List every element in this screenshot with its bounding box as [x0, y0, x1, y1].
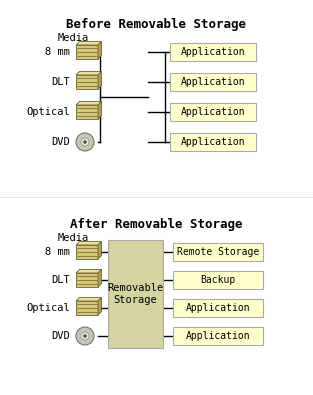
Circle shape: [84, 141, 86, 143]
Bar: [173, 299, 263, 317]
Polygon shape: [76, 273, 98, 287]
Polygon shape: [76, 297, 101, 301]
Text: DLT: DLT: [51, 77, 70, 87]
Text: Media: Media: [57, 233, 89, 243]
Polygon shape: [76, 269, 101, 273]
Text: Optical: Optical: [26, 303, 70, 313]
Circle shape: [76, 133, 94, 151]
Text: DVD: DVD: [51, 137, 70, 147]
Polygon shape: [76, 241, 101, 245]
Text: After Removable Storage: After Removable Storage: [70, 218, 242, 231]
Text: Application: Application: [186, 303, 250, 313]
Bar: [170, 133, 256, 151]
Text: Application: Application: [186, 331, 250, 341]
Circle shape: [81, 138, 89, 146]
Text: Remote Storage: Remote Storage: [177, 247, 259, 257]
Bar: [170, 43, 256, 61]
Polygon shape: [76, 105, 98, 119]
Polygon shape: [76, 71, 101, 75]
Text: Application: Application: [181, 107, 245, 117]
Polygon shape: [76, 245, 98, 259]
Polygon shape: [98, 71, 101, 89]
Polygon shape: [76, 301, 98, 315]
Bar: [170, 103, 256, 121]
Bar: [173, 243, 263, 261]
Polygon shape: [76, 41, 101, 45]
Polygon shape: [98, 41, 101, 59]
Text: Removable
Storage: Removable Storage: [107, 283, 164, 305]
Text: Application: Application: [181, 137, 245, 147]
Polygon shape: [98, 269, 101, 287]
Text: Application: Application: [181, 77, 245, 87]
Polygon shape: [98, 241, 101, 259]
Circle shape: [81, 332, 89, 340]
Bar: [170, 73, 256, 91]
Text: Backup: Backup: [200, 275, 236, 285]
Text: Before Removable Storage: Before Removable Storage: [66, 18, 246, 31]
Polygon shape: [76, 45, 98, 59]
Polygon shape: [98, 297, 101, 315]
Bar: [173, 327, 263, 345]
Circle shape: [76, 327, 94, 345]
Text: 8 mm: 8 mm: [45, 247, 70, 257]
Text: Optical: Optical: [26, 107, 70, 117]
Text: 8 mm: 8 mm: [45, 47, 70, 57]
Text: DLT: DLT: [51, 275, 70, 285]
Polygon shape: [98, 102, 101, 119]
Text: Media: Media: [57, 33, 89, 43]
Text: Application: Application: [181, 47, 245, 57]
Polygon shape: [76, 75, 98, 89]
Bar: [108, 240, 163, 348]
Circle shape: [84, 335, 86, 337]
Text: DVD: DVD: [51, 331, 70, 341]
Bar: [173, 271, 263, 289]
Polygon shape: [76, 102, 101, 105]
